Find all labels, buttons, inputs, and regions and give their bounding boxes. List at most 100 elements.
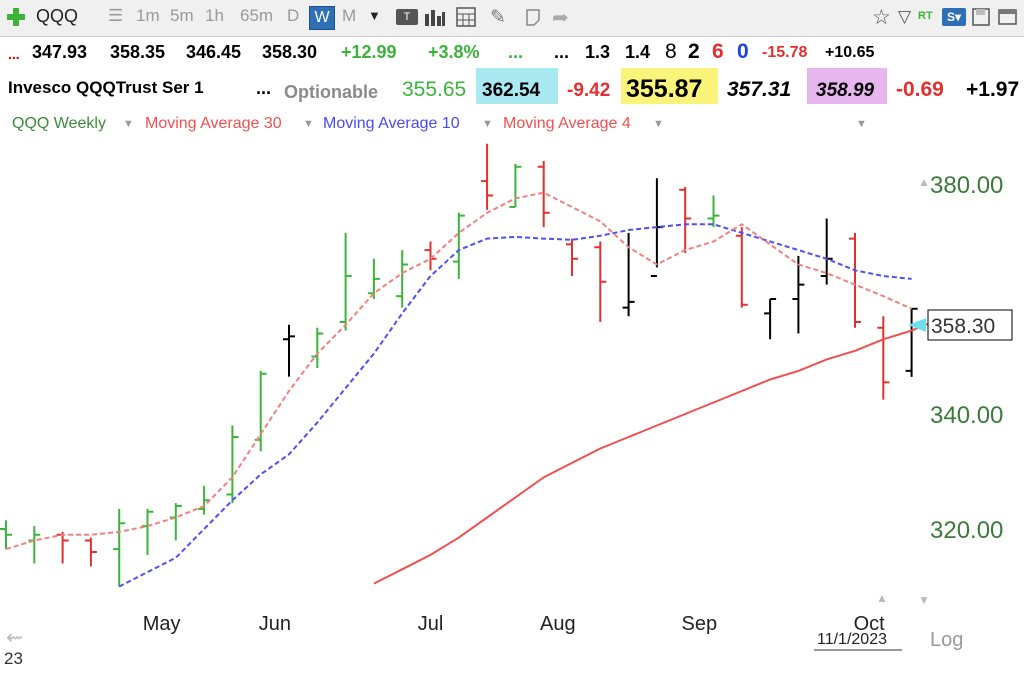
ohlc-bar [679, 186, 692, 253]
main-series-label[interactable]: QQQ Weekly [12, 115, 106, 132]
ohlc-bar [113, 508, 126, 587]
change-pct-value: +3.8% [428, 42, 480, 62]
note-icon[interactable] [524, 8, 542, 31]
low-value: 346.45 [186, 42, 242, 62]
x-scroll-up-icon[interactable]: ▲ [876, 591, 888, 605]
ohlc-bar [0, 520, 12, 550]
calculator-icon[interactable] [456, 7, 476, 32]
log-scale-toggle[interactable]: Log [930, 629, 963, 651]
back-arrow-icon[interactable]: ⇜ [6, 627, 23, 649]
last-price-label: 358.30 [931, 315, 995, 338]
pencil-icon[interactable]: ✎ [490, 7, 506, 28]
optionable-label: Optionable [284, 82, 378, 102]
interval-dropdown-icon[interactable]: ▼ [368, 8, 381, 23]
quote-dots-2: ... [554, 42, 570, 62]
ohlc-bar [311, 327, 324, 368]
chart-type-icon[interactable]: T [396, 9, 418, 25]
change-value: +12.99 [341, 42, 397, 62]
p8-value: +1.97 [966, 78, 1020, 101]
interval-1m[interactable]: 1m [136, 6, 160, 25]
quote-v1: 1.3 [585, 42, 611, 62]
ohlc-bar [226, 425, 239, 504]
p5-value: 357.31 [727, 78, 792, 101]
ohlc-bar [396, 250, 409, 308]
main-series-dropdown-icon[interactable]: ▼ [123, 118, 134, 130]
ma30-label[interactable]: Moving Average 30 [145, 115, 282, 132]
x-axis: May Jun Jul Aug Sep Oct [143, 613, 885, 635]
indicator-bar: QQQ Weekly ▼ Moving Average 30 ▼ Moving … [0, 110, 1024, 138]
ohlc-bar [141, 508, 154, 555]
ohlc-bar [198, 485, 211, 515]
ohlc-bar [481, 143, 494, 210]
star-icon[interactable]: ☆ [872, 6, 891, 29]
ma4-line [5, 191, 913, 551]
save-icon[interactable] [972, 8, 990, 31]
add-symbol-icon[interactable] [6, 7, 26, 27]
interval-w[interactable]: W [309, 6, 335, 30]
ohlc-bar [84, 537, 97, 567]
quote-v2: 1.4 [625, 42, 651, 62]
x-tick-label: Oct [854, 613, 886, 635]
ohlc-bars [0, 143, 918, 587]
quote-dots-1: ... [508, 42, 524, 62]
quote-row2-dots: ... [256, 78, 272, 98]
ohlc-bar [169, 503, 182, 541]
panel-menu-icon[interactable]: ▼ [856, 118, 867, 130]
open-value: 347.93 [32, 42, 88, 62]
quote-pos: +10.65 [825, 44, 875, 61]
p1-value: 355.65 [402, 78, 467, 101]
ohlc-bar [735, 227, 748, 308]
ohlc-bar [764, 298, 777, 340]
p2-highlight [476, 68, 558, 104]
toolbar: QQQ ☰ 1m 5m 1h 65m D W M ▼ T ✎ ➦ ☆ ▽ RT … [0, 0, 1024, 37]
x-tick-label: Jul [418, 613, 444, 635]
close-value: 358.30 [262, 42, 318, 62]
y-tick-label: 340.00 [930, 402, 1003, 429]
y-tick-label: 320.00 [930, 517, 1003, 544]
y-tick-label: 380.00 [930, 172, 1003, 199]
interval-65m[interactable]: 65m [240, 6, 274, 25]
ma10-label[interactable]: Moving Average 10 [323, 115, 460, 132]
quote-row-1: ... 347.93 358.35 346.45 358.30 +12.99 +… [0, 40, 1024, 70]
interval-5m[interactable]: 5m [170, 6, 194, 25]
moving-averages [5, 191, 997, 588]
share-icon[interactable]: ➦ [552, 7, 569, 29]
filter-icon[interactable]: ▽ [898, 7, 912, 26]
rt-icon[interactable]: RT [918, 10, 933, 22]
interval-1h[interactable]: 1h [205, 6, 224, 25]
p4-highlight [621, 68, 718, 104]
interval-d[interactable]: D [287, 6, 300, 25]
quote-row-2: Invesco QQQTrust Ser 1 ... Optionable 35… [0, 68, 1024, 108]
ma4-label[interactable]: Moving Average 4 [503, 115, 631, 132]
ohlc-bar [509, 163, 522, 208]
date-label: 11/1/2023 [817, 631, 887, 648]
ohlc-bar [537, 161, 550, 228]
list-icon[interactable]: ☰ [108, 6, 124, 25]
ohlc-bar [594, 241, 607, 322]
symbol-label[interactable]: QQQ [36, 6, 79, 26]
ma4-dropdown-icon[interactable]: ▼ [653, 118, 664, 130]
ohlc-bar [283, 324, 295, 377]
p6-value: 358.99 [816, 80, 875, 101]
quote-n3: 6 [712, 40, 724, 63]
quote-n2: 2 [688, 40, 700, 63]
ma10-dropdown-icon[interactable]: ▼ [482, 118, 493, 130]
ohlc-bar [452, 212, 465, 279]
y-scroll-up-icon[interactable]: ▲ [918, 175, 930, 189]
interval-m[interactable]: M [342, 6, 357, 25]
ohlc-bar [622, 232, 635, 317]
ohlc-bar [56, 531, 69, 564]
bars-icon[interactable] [424, 8, 446, 31]
last-price-pointer-icon [908, 318, 926, 332]
x-tick-label: Aug [540, 613, 576, 635]
quote-lead: ... [8, 46, 20, 62]
ohlc-bar [339, 232, 352, 331]
partial-year-label: 23 [4, 649, 23, 668]
ma30-dropdown-icon[interactable]: ▼ [303, 118, 314, 130]
y-scroll-down-icon[interactable]: ▼ [918, 593, 930, 607]
s-dropdown-icon[interactable]: S▾ [942, 8, 966, 26]
instrument-name: Invesco QQQTrust Ser 1 [8, 78, 204, 97]
ohlc-bar [792, 255, 805, 334]
window-icon[interactable] [998, 8, 1018, 31]
